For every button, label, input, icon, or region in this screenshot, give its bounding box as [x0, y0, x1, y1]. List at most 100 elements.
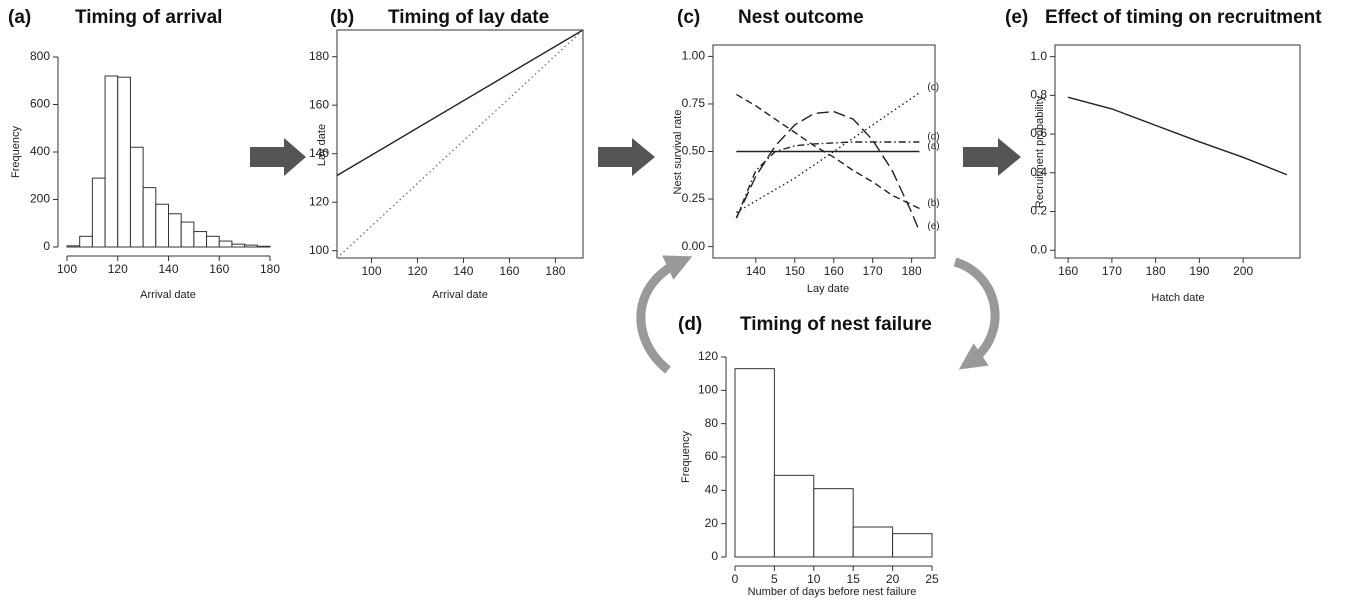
bar: [91, 177, 106, 248]
y-tick-label: 180: [309, 49, 329, 63]
y-tick-label: 0.0: [1030, 242, 1047, 256]
panel-label: (d): [678, 314, 702, 335]
chart-title: Timing of lay date: [388, 7, 549, 28]
y-tick-label: 0.8: [1030, 88, 1047, 102]
bar: [218, 240, 233, 248]
x-tick-label: 10: [807, 572, 821, 586]
panel: (d) Timing of nest failure Number of days …: [678, 314, 939, 598]
y-axis-label: Frequency: [680, 431, 692, 483]
y-axis-label: Recruitment probability: [1034, 95, 1046, 208]
x-tick-label: 170: [1102, 264, 1122, 278]
x-tick-label: 170: [863, 264, 883, 278]
x-tick-label: 15: [847, 572, 861, 586]
bar: [66, 245, 81, 248]
series-line: [735, 110, 921, 232]
x-tick-label: 180: [1146, 264, 1166, 278]
x-axis-label: Arrival date: [432, 289, 488, 301]
y-axis-label: Frequency: [10, 126, 22, 178]
y-tick-label: 200: [30, 192, 50, 206]
x-tick-label: 120: [108, 262, 128, 276]
x-axis-label: Arrival date: [140, 289, 196, 301]
chart-title: Nest outcome: [738, 7, 864, 28]
y-tick-label: 40: [705, 483, 719, 497]
x-tick-label: 160: [209, 262, 229, 276]
plot-frame: [1054, 44, 1301, 259]
x-tick-label: 120: [407, 264, 427, 278]
series-line: [735, 141, 920, 219]
y-tick-label: 1.0: [1030, 49, 1047, 63]
series-line: [336, 29, 584, 177]
y-tick-label: 160: [309, 97, 329, 111]
x-tick-label: 140: [453, 264, 473, 278]
chart-title: Timing of nest failure: [740, 314, 932, 335]
x-tick-label: 5: [771, 572, 778, 586]
bar: [193, 231, 208, 248]
y-tick-label: 0: [43, 239, 50, 253]
bar: [180, 221, 195, 248]
bar: [168, 213, 182, 248]
x-tick-label: 180: [260, 262, 280, 276]
y-tick-label: 0.6: [1030, 126, 1047, 140]
series-line: [336, 29, 584, 259]
y-tick-label: 80: [705, 416, 719, 430]
panel-label: (e): [1005, 7, 1028, 28]
x-tick-label: 160: [1058, 264, 1078, 278]
panel: (b) Timing of lay date Arrival date Lay dat…: [309, 7, 584, 301]
bar: [129, 146, 144, 248]
bar: [813, 488, 854, 558]
y-tick-label: 100: [309, 243, 329, 257]
x-axis-label: Lay date: [807, 283, 849, 295]
y-tick-label: 0.00: [682, 239, 706, 253]
y-tick-label: 800: [30, 49, 50, 63]
plot-frame: [336, 29, 584, 259]
bar: [734, 368, 775, 558]
x-tick-label: 140: [746, 264, 766, 278]
x-tick-label: 100: [361, 264, 381, 278]
panel: (e) Effect of timing on recruitment Hatch …: [1005, 7, 1322, 304]
series-label: (c): [927, 82, 939, 93]
bar: [117, 76, 131, 248]
panel: (c) Nest outcome Lay date Nest survival rat…: [672, 7, 940, 295]
x-tick-label: 190: [1189, 264, 1209, 278]
x-tick-label: 180: [545, 264, 565, 278]
y-tick-label: 0.50: [682, 144, 706, 158]
bar: [155, 203, 169, 248]
bar: [244, 244, 258, 248]
chart-title: Timing of arrival: [75, 7, 222, 28]
arrow: [963, 138, 1021, 176]
cycle-arrow: [636, 255, 693, 374]
series-label: (d): [927, 132, 939, 143]
bar: [104, 75, 119, 248]
flow-arrows: [250, 138, 1021, 374]
bar: [892, 533, 933, 558]
panel-label: (c): [677, 7, 700, 28]
arrow: [598, 138, 655, 176]
x-tick-label: 200: [1233, 264, 1253, 278]
x-tick-label: 100: [57, 262, 77, 276]
bar: [142, 187, 157, 248]
panel-label: (a): [8, 7, 31, 28]
series-label: (a): [927, 141, 939, 152]
bar: [79, 235, 93, 248]
x-axis-label: Number of days before nest failure: [748, 586, 917, 598]
panel: (a) Timing of arrival Arrival date Frequenc…: [8, 7, 280, 301]
x-tick-label: 180: [902, 264, 922, 278]
y-tick-label: 20: [705, 516, 719, 530]
chart-title: Effect of timing on recruitment: [1045, 7, 1322, 28]
x-tick-label: 150: [785, 264, 805, 278]
y-tick-label: 0: [711, 549, 718, 563]
series-line: [1067, 96, 1288, 176]
x-tick-label: 160: [824, 264, 844, 278]
y-tick-label: 600: [30, 97, 50, 111]
bar: [773, 474, 815, 558]
bar: [206, 235, 220, 248]
y-tick-label: 0.4: [1030, 165, 1047, 179]
x-axis-label: Hatch date: [1151, 292, 1204, 304]
panel-label: (b): [330, 7, 354, 28]
y-tick-label: 0.75: [682, 96, 706, 110]
arrow: [250, 138, 306, 176]
y-tick-label: 1.00: [682, 49, 706, 63]
x-tick-label: 0: [732, 572, 739, 586]
x-tick-label: 160: [499, 264, 519, 278]
y-tick-label: 120: [698, 349, 718, 363]
